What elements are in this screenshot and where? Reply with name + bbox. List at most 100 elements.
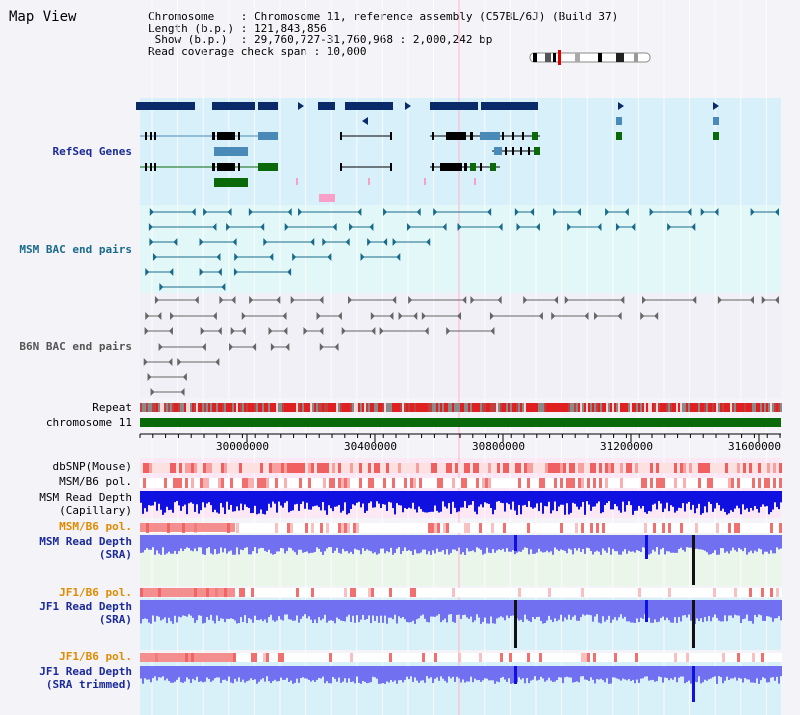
- depth-bar: [544, 535, 546, 553]
- heat-cell: [713, 478, 716, 488]
- heat-cell: [611, 523, 614, 533]
- heat-cell: [353, 523, 356, 533]
- track-label-msm-b6-pol[interactable]: MSM/B6 pol.: [59, 475, 132, 488]
- depth-bar: [350, 491, 352, 510]
- depth-bar: [760, 491, 762, 507]
- track-label-msm-bac[interactable]: MSM BAC end pairs: [19, 243, 132, 256]
- track-label-jf1-depth-sra[interactable]: JF1 Read Depth: [39, 600, 132, 613]
- depth-bar: [286, 600, 288, 615]
- bac-end-mark: [227, 208, 232, 216]
- depth-bar: [326, 535, 328, 549]
- depth-bar: [152, 491, 154, 506]
- depth-bar: [732, 666, 734, 679]
- heat-cell: [242, 463, 245, 473]
- depth-bar: [612, 491, 614, 510]
- repeat-segment: [680, 403, 682, 412]
- track-label-chromosome[interactable]: chromosome 11: [45, 416, 132, 429]
- depth-bar: [702, 535, 704, 550]
- depth-bar: [696, 491, 698, 509]
- heat-cell: [269, 588, 272, 597]
- repeat-segment: [720, 403, 722, 412]
- gene-block: [136, 102, 195, 110]
- depth-bar: [212, 666, 214, 681]
- depth-bar: [474, 491, 476, 512]
- track-label-jf1-b6-pol-2[interactable]: JF1/B6 pol.: [59, 650, 132, 663]
- depth-bar: [616, 535, 618, 552]
- repeat-segment: [596, 403, 598, 412]
- heat-cell: [575, 523, 578, 533]
- msm-bac-track-bg: [140, 205, 781, 293]
- depth-bar: [482, 535, 484, 555]
- depth-bar: [222, 535, 224, 553]
- heat-cell: [443, 523, 446, 533]
- heat-cell: [464, 463, 467, 473]
- depth-bar: [142, 535, 144, 553]
- depth-bar: [758, 491, 760, 513]
- depth-bar: [778, 666, 780, 684]
- heat-cell: [446, 653, 449, 662]
- heat-cell: [719, 478, 722, 488]
- heat-cell: [629, 463, 632, 473]
- depth-bar: [268, 491, 270, 504]
- depth-bar: [684, 491, 686, 512]
- depth-bar: [568, 491, 570, 515]
- bac-end-mark: [212, 223, 217, 231]
- repeat-segment: [744, 403, 746, 412]
- heat-cell: [335, 478, 338, 488]
- depth-bar: [274, 491, 276, 504]
- track-label-refseq[interactable]: RefSeq Genes: [52, 145, 132, 158]
- depth-bar: [768, 600, 770, 617]
- repeat-segment: [386, 403, 388, 412]
- track-label-jf1-b6-pol[interactable]: JF1/B6 pol.: [59, 586, 132, 599]
- depth-bar: [460, 491, 462, 508]
- heat-cell: [344, 523, 347, 533]
- depth-bar: [530, 491, 532, 508]
- repeat-segment: [148, 403, 150, 412]
- track-label-msm-depth-capillary[interactable]: MSM Read Depth: [39, 491, 132, 504]
- depth-bar: [230, 600, 232, 619]
- heat-cell: [161, 463, 164, 473]
- heat-cell: [356, 588, 359, 597]
- heat-cell: [614, 478, 617, 488]
- depth-bar: [714, 666, 716, 677]
- depth-bar: [140, 491, 142, 503]
- depth-bar: [348, 600, 350, 615]
- depth-bar: [706, 491, 708, 513]
- depth-bar: [172, 600, 174, 624]
- heat-cell: [353, 653, 356, 662]
- heat-cell: [419, 653, 422, 662]
- depth-bar: [634, 666, 636, 684]
- heat-cell: [677, 463, 680, 473]
- heat-cell: [515, 653, 518, 662]
- depth-bar: [698, 666, 700, 677]
- heat-cell: [452, 588, 455, 597]
- heat-cell: [371, 478, 374, 488]
- heat-cell: [581, 463, 584, 473]
- heat-cell: [470, 588, 473, 597]
- track-label-jf1-depth-trimmed[interactable]: JF1 Read Depth: [39, 665, 132, 678]
- heat-cell: [461, 653, 464, 662]
- depth-bar: [238, 666, 240, 678]
- depth-bar: [204, 600, 206, 623]
- depth-bar: [524, 535, 526, 548]
- heat-cell: [503, 478, 506, 488]
- repeat-segment: [406, 403, 408, 412]
- depth-bar: [222, 491, 224, 508]
- depth-bar: [512, 491, 514, 502]
- bac-end-mark: [177, 358, 182, 366]
- track-label-msm-depth-sra[interactable]: MSM Read Depth: [39, 535, 132, 548]
- repeat-segment: [330, 403, 332, 412]
- depth-bar: [380, 491, 382, 508]
- depth-bar: [428, 535, 430, 552]
- track-label-repeat[interactable]: Repeat: [92, 401, 132, 414]
- heat-cell: [419, 478, 422, 488]
- depth-bar: [192, 491, 194, 504]
- heat-cell: [755, 478, 758, 488]
- heat-cell: [200, 463, 203, 473]
- heat-cell: [449, 463, 452, 473]
- track-label-dbsnp[interactable]: dbSNP(Mouse): [52, 460, 132, 473]
- track-label-msm-b6-pol-2[interactable]: MSM/B6 pol.: [59, 520, 132, 533]
- heat-cell: [257, 588, 260, 597]
- track-label-b6n-bac[interactable]: B6N BAC end pairs: [19, 340, 132, 353]
